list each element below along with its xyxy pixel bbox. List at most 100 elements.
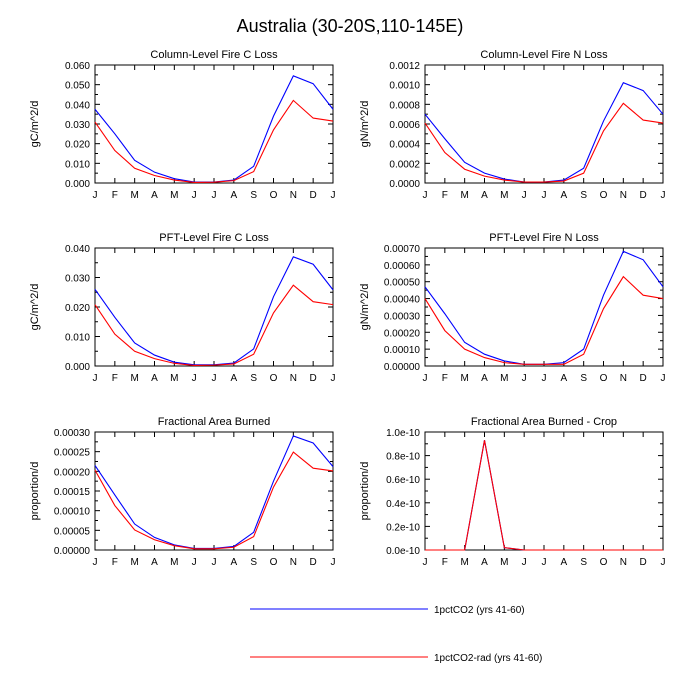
y-tick-label: 0.010 (65, 333, 90, 344)
x-tick-label: F (442, 373, 448, 384)
x-tick-label: A (560, 190, 567, 201)
x-tick-label: J (542, 190, 547, 201)
x-tick-label: J (661, 190, 666, 201)
y-axis-label: proportion/d (29, 462, 41, 521)
x-tick-label: J (542, 373, 547, 384)
x-tick-label: N (620, 557, 627, 568)
legend: 1pctCO2 (yrs 41-60) 1pctCO2-rad (yrs 41-… (250, 605, 542, 664)
x-tick-label: F (112, 557, 118, 568)
y-axis-label: gC/m^2/d (29, 101, 41, 148)
x-tick-label: A (230, 557, 237, 568)
y-tick-label: 0.00015 (54, 487, 91, 498)
x-tick-label: S (250, 373, 257, 384)
x-tick-label: M (170, 557, 178, 568)
x-tick-label: M (130, 190, 138, 201)
y-tick-label: 0.00020 (54, 467, 91, 478)
x-tick-label: J (93, 190, 98, 201)
x-tick-label: J (93, 373, 98, 384)
y-axis-label: gC/m^2/d (29, 284, 41, 331)
x-tick-label: N (290, 373, 297, 384)
x-tick-label: M (460, 373, 468, 384)
x-tick-label: J (542, 557, 547, 568)
series-line-1pctco2-rad-yrs-41-60 (425, 440, 663, 551)
series-line-1pctco2-yrs-41-60 (94, 75, 334, 183)
series-line-1pctco2-yrs-41-60 (424, 250, 664, 365)
x-tick-label: J (423, 373, 428, 384)
x-tick-label: F (112, 190, 118, 201)
x-tick-label: D (310, 373, 317, 384)
x-tick-label: S (580, 373, 587, 384)
x-tick-label: N (290, 190, 297, 201)
x-tick-label: J (212, 190, 217, 201)
x-tick-label: M (500, 190, 508, 201)
y-tick-label: 0.0000 (389, 179, 420, 190)
chart-panel: PFT-Level Fire N Loss gN/m^2/d J F M A M J J A S O N… (359, 232, 666, 384)
x-tick-label: N (290, 557, 297, 568)
y-tick-label: 0.000 (65, 362, 90, 373)
y-tick-label: 0.00030 (384, 311, 421, 322)
x-tick-label: M (130, 557, 138, 568)
y-tick-label: 0.00010 (54, 507, 91, 518)
x-tick-label: A (481, 190, 488, 201)
x-tick-label: J (192, 190, 197, 201)
x-tick-label: F (442, 190, 448, 201)
y-tick-label: 0.00040 (384, 295, 421, 306)
y-tick-label: 0.0008 (389, 100, 420, 111)
x-tick-label: J (522, 373, 527, 384)
x-tick-label: J (192, 557, 197, 568)
x-tick-label: J (192, 373, 197, 384)
y-tick-label: 0.020 (65, 303, 90, 314)
x-tick-label: A (151, 557, 158, 568)
x-tick-label: A (230, 190, 237, 201)
x-tick-label: D (310, 557, 317, 568)
x-tick-label: A (481, 373, 488, 384)
x-tick-label: N (620, 373, 627, 384)
panel-title: Fractional Area Burned - Crop (471, 416, 617, 428)
series-line-1pctco2-yrs-41-60 (94, 435, 334, 549)
y-tick-label: 0.00000 (384, 362, 421, 373)
y-tick-label: 0.6e-10 (386, 475, 420, 486)
panel-title: PFT-Level Fire N Loss (489, 232, 599, 244)
x-tick-label: A (560, 373, 567, 384)
x-tick-label: M (500, 373, 508, 384)
x-tick-label: A (560, 557, 567, 568)
y-tick-label: 0.040 (65, 100, 90, 111)
x-tick-label: M (500, 557, 508, 568)
y-tick-label: 0.050 (65, 81, 90, 92)
chart-panel: Fractional Area Burned - Crop proportion/… (359, 416, 666, 568)
y-tick-label: 0.030 (65, 274, 90, 285)
y-tick-label: 0.00020 (384, 328, 421, 339)
y-tick-label: 0.0002 (389, 159, 420, 170)
x-tick-label: D (640, 557, 647, 568)
y-tick-label: 0.040 (65, 244, 90, 255)
x-tick-label: M (460, 190, 468, 201)
plot-frame (424, 247, 664, 367)
x-tick-label: J (423, 557, 428, 568)
series-line-1pctco2-yrs-41-60 (94, 256, 334, 366)
series-line-1pctco2-rad-yrs-41-60 (94, 451, 334, 550)
x-tick-label: J (522, 557, 527, 568)
y-tick-label: 0.8e-10 (386, 452, 420, 463)
x-tick-label: O (270, 190, 278, 201)
legend-label-1pctco2: 1pctCO2 (yrs 41-60) (434, 605, 525, 616)
panel-title: Fractional Area Burned (158, 416, 271, 428)
legend-label-1pctco2-rad: 1pctCO2-rad (yrs 41-60) (434, 653, 542, 664)
x-tick-label: J (331, 373, 336, 384)
y-tick-label: 0.4e-10 (386, 499, 420, 510)
x-tick-label: F (442, 557, 448, 568)
plot-frame (424, 431, 664, 551)
y-tick-label: 0.00050 (384, 278, 421, 289)
series-line-1pctco2-rad-yrs-41-60 (424, 102, 664, 183)
x-tick-label: J (423, 190, 428, 201)
series-line-1pctco2-rad-yrs-41-60 (424, 275, 664, 365)
x-tick-label: D (640, 190, 647, 201)
panel-title: Column-Level Fire N Loss (480, 49, 608, 61)
x-tick-label: S (580, 557, 587, 568)
figure-title: Australia (30-20S,110-145E) (237, 16, 464, 36)
y-axis-label: gN/m^2/d (359, 101, 371, 148)
chart-panel: Column-Level Fire C Loss gC/m^2/d J F M A M J J A… (29, 49, 336, 201)
y-tick-label: 1.0e-10 (386, 428, 420, 439)
plot-frame (94, 431, 334, 551)
y-tick-label: 0.060 (65, 61, 90, 72)
